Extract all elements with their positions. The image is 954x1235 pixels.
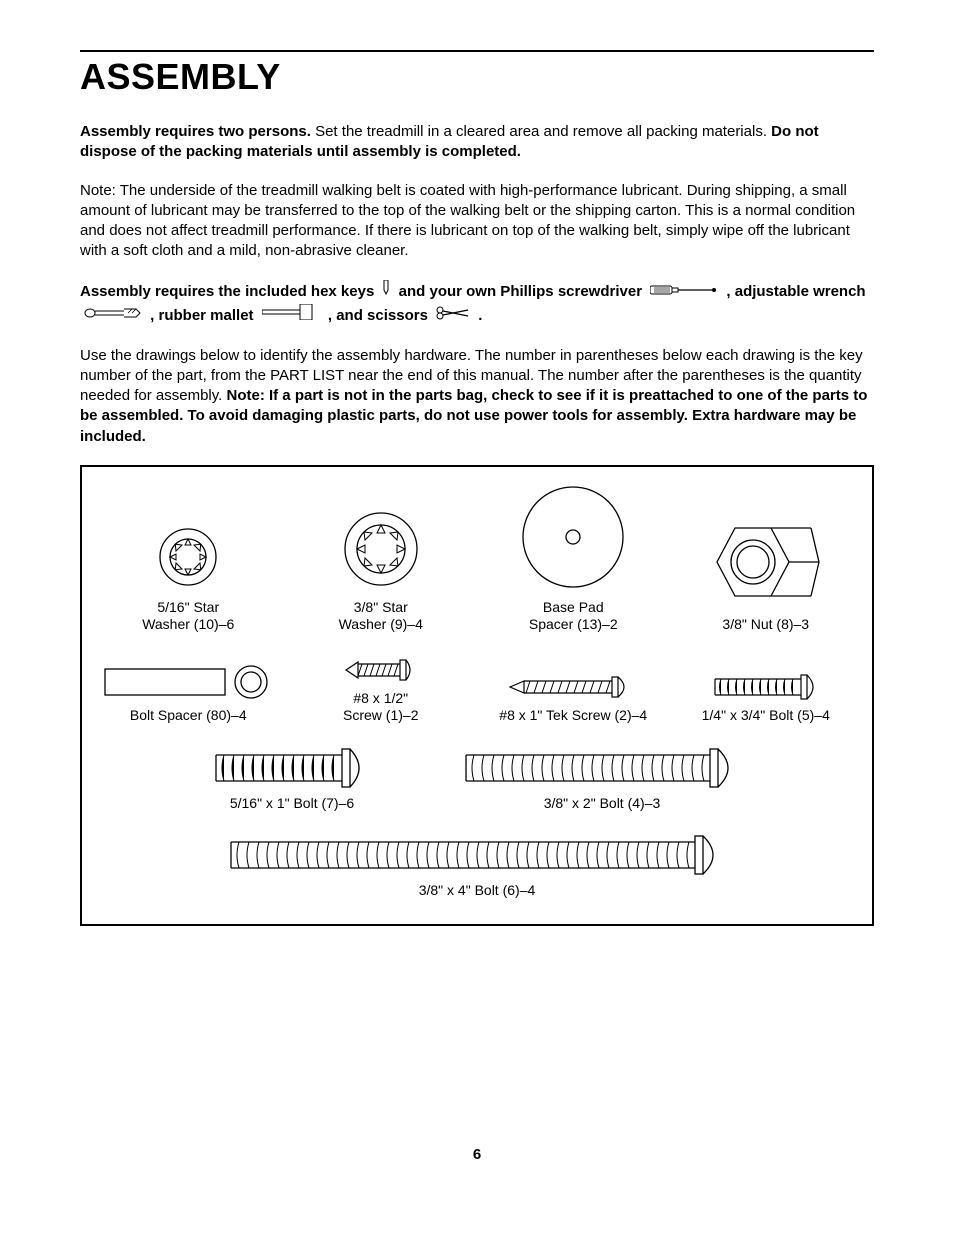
bolt-spacer-icon xyxy=(103,663,273,701)
top-rule xyxy=(80,50,874,52)
hw-bolt-spacer: Bolt Spacer (80)–4 xyxy=(102,663,275,725)
hw-bolt-3-8-2: 3/8" x 2" Bolt (4)–3 xyxy=(462,747,742,813)
hardware-box: 5/16" StarWasher (10)–6 3/8" StarWasher … xyxy=(80,465,874,926)
rubber-mallet-icon xyxy=(262,304,320,328)
hw-base-pad-spacer: Base PadSpacer (13)–2 xyxy=(487,485,660,634)
tools-text-6: . xyxy=(478,307,482,324)
hardware-row-3: 5/16" x 1" Bolt (7)–6 3/8" x 2" Bolt (4)… xyxy=(102,747,852,813)
hw-bolt-5-16-1: 5/16" x 1" Bolt (7)–6 xyxy=(212,747,372,813)
base-pad-spacer-icon xyxy=(518,485,628,593)
tek-screw-8-1-icon xyxy=(508,673,638,701)
hw-tek-screw-8-1: #8 x 1" Tek Screw (2)–4 xyxy=(487,673,660,725)
bolt-5-16-1-icon xyxy=(212,747,372,789)
p1-mid: Set the treadmill in a cleared area and … xyxy=(311,123,771,140)
hw-star-washer-5-16: 5/16" StarWasher (10)–6 xyxy=(102,521,275,634)
tools-text-1: Assembly requires the included hex keys xyxy=(80,283,378,300)
bolt-3-8-2-icon xyxy=(462,747,742,789)
tools-text-3: , adjustable wrench xyxy=(726,283,865,300)
hw-nut-3-8: 3/8" Nut (8)–3 xyxy=(680,518,853,634)
paragraph-3: Use the drawings below to identify the a… xyxy=(80,346,874,447)
hardware-row-2: Bolt Spacer (80)–4 #8 x 1/2"Screw (1)–2 xyxy=(102,656,852,725)
screw-8-1-2-icon xyxy=(344,656,418,684)
hw-star-washer-3-8: 3/8" StarWasher (9)–4 xyxy=(295,505,468,634)
page-title: ASSEMBLY xyxy=(80,56,874,98)
scissors-icon xyxy=(436,304,470,328)
hw-bolt-3-8-4: 3/8" x 4" Bolt (6)–4 xyxy=(227,834,727,900)
hw-bolt-1-4-3-4: 1/4" x 3/4" Bolt (5)–4 xyxy=(680,673,853,725)
hardware-row-4: 3/8" x 4" Bolt (6)–4 xyxy=(102,834,852,900)
tools-text-4: , rubber mallet xyxy=(150,307,258,324)
paragraph-2: Note: The underside of the treadmill wal… xyxy=(80,181,874,262)
page-number: 6 xyxy=(80,1146,874,1163)
paragraph-1: Assembly requires two persons. Set the t… xyxy=(80,122,874,163)
bolt-1-4-3-4-icon xyxy=(711,673,821,701)
adjustable-wrench-icon xyxy=(84,304,142,328)
star-washer-3-8-icon xyxy=(339,505,423,593)
tools-text-2: and your own Phillips screwdriver xyxy=(399,283,647,300)
phillips-screwdriver-icon xyxy=(650,280,718,304)
hardware-row-1: 5/16" StarWasher (10)–6 3/8" StarWasher … xyxy=(102,485,852,634)
bolt-3-8-4-icon xyxy=(227,834,727,876)
hw-screw-8-1-2: #8 x 1/2"Screw (1)–2 xyxy=(295,656,468,725)
p1-bold-lead: Assembly requires two persons. xyxy=(80,123,311,140)
nut-3-8-icon xyxy=(711,518,821,610)
tools-text-5: , and scissors xyxy=(328,307,432,324)
hex-key-icon xyxy=(382,280,390,304)
star-washer-5-16-icon xyxy=(154,521,222,593)
tools-line: Assembly requires the included hex keys … xyxy=(80,280,874,328)
